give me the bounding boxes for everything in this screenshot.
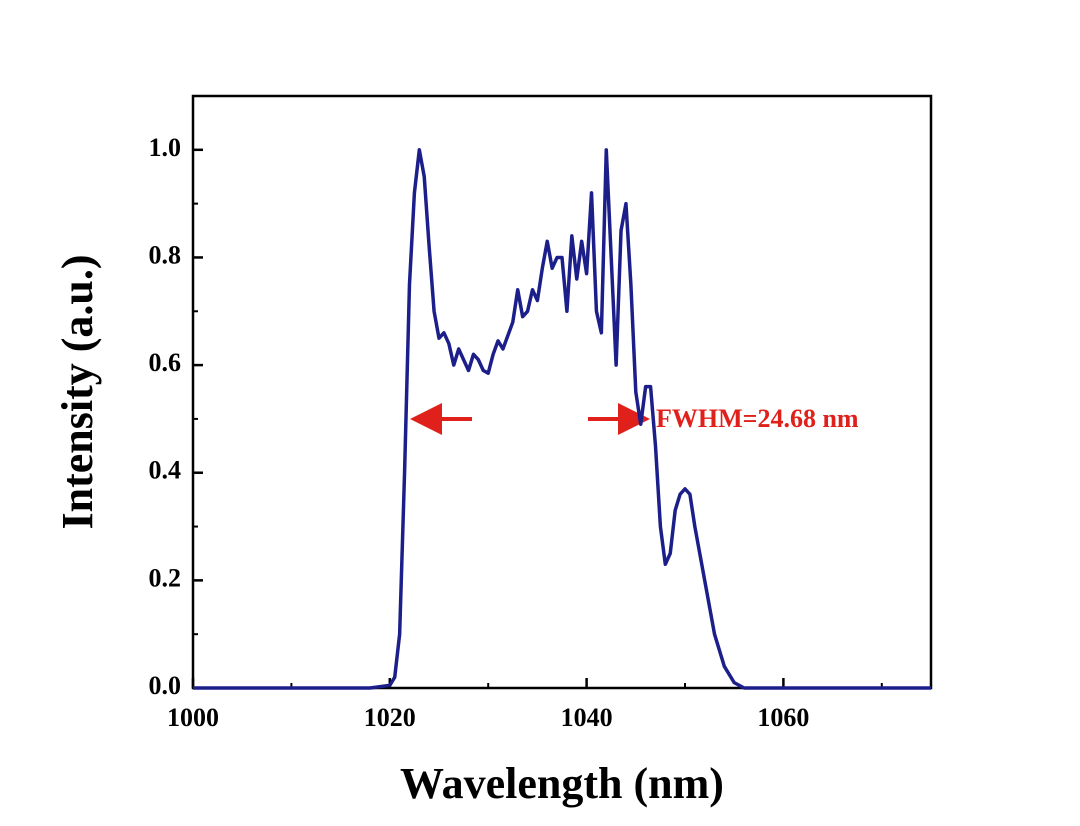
y-tick-label: 0.4 bbox=[149, 456, 182, 485]
x-tick-label: 1060 bbox=[757, 703, 809, 732]
y-tick-label: 0.0 bbox=[149, 671, 182, 700]
x-axis-title: Wavelength (nm) bbox=[400, 759, 724, 808]
x-tick-label: 1000 bbox=[167, 703, 219, 732]
y-tick-label: 0.2 bbox=[149, 563, 182, 592]
y-tick-label: 0.8 bbox=[149, 240, 182, 269]
fwhm-annotation: FWHM=24.68 nm bbox=[656, 404, 859, 433]
y-tick-label: 1.0 bbox=[149, 133, 182, 162]
plot-frame bbox=[191, 94, 933, 690]
x-tick-label: 1040 bbox=[561, 703, 613, 732]
spectrum-line bbox=[193, 148, 931, 690]
x-tick-label: 1020 bbox=[364, 703, 416, 732]
y-tick-label: 0.6 bbox=[149, 348, 182, 377]
y-axis-title: Intensity (a.u.) bbox=[53, 254, 102, 529]
